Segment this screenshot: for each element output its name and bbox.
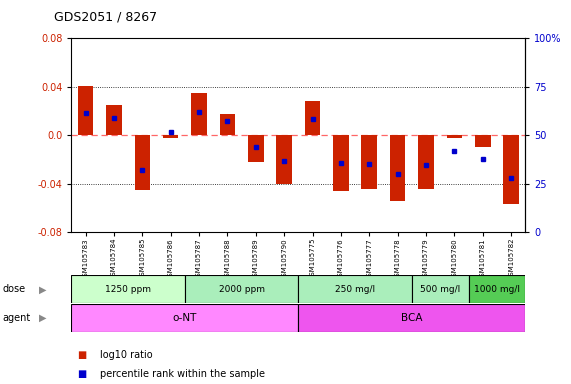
Bar (135, 136, 150, 190)
Text: GDS2051 / 8267: GDS2051 / 8267 (54, 10, 158, 23)
Bar (361, 136, 377, 189)
Bar (447, 136, 462, 138)
Text: ▶: ▶ (39, 313, 46, 323)
Bar (418, 136, 434, 189)
Bar (305, 101, 320, 136)
Bar (191, 93, 207, 136)
Bar (163, 136, 179, 138)
Bar (276, 136, 292, 184)
Text: 1250 ppm: 1250 ppm (105, 285, 151, 294)
Bar (390, 136, 405, 201)
Text: o-NT: o-NT (172, 313, 197, 323)
Bar (475, 136, 490, 147)
Bar (299, 304, 525, 332)
Text: log10 ratio: log10 ratio (100, 350, 152, 360)
Bar (71, 275, 185, 303)
Text: dose: dose (3, 284, 26, 295)
Text: BCA: BCA (401, 313, 423, 323)
Text: 2000 ppm: 2000 ppm (219, 285, 264, 294)
Bar (412, 275, 469, 303)
Bar (333, 136, 349, 191)
Bar (248, 136, 264, 162)
Bar (71, 304, 299, 332)
Text: percentile rank within the sample: percentile rank within the sample (100, 369, 265, 379)
Text: 500 mg/l: 500 mg/l (420, 285, 460, 294)
Text: ■: ■ (77, 369, 86, 379)
Text: agent: agent (3, 313, 31, 323)
Text: 250 mg/l: 250 mg/l (335, 285, 375, 294)
Bar (185, 275, 299, 303)
Bar (106, 105, 122, 136)
Text: 1000 mg/l: 1000 mg/l (474, 285, 520, 294)
Bar (469, 275, 525, 303)
Bar (299, 275, 412, 303)
Bar (78, 86, 94, 136)
Bar (503, 136, 519, 204)
Bar (220, 114, 235, 136)
Text: ▶: ▶ (39, 284, 46, 295)
Text: ■: ■ (77, 350, 86, 360)
